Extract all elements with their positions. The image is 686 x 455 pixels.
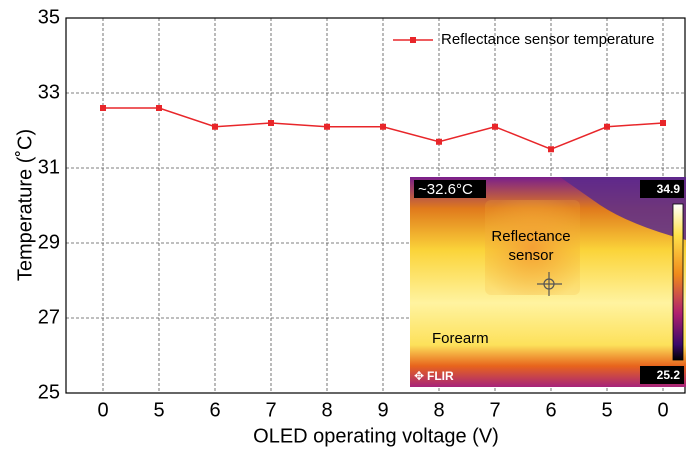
x-tick-label: 8 xyxy=(433,399,444,421)
sensor-label: sensor xyxy=(508,247,553,264)
brand: FLIR xyxy=(427,369,454,383)
x-tick-label: 7 xyxy=(489,399,500,421)
x-tick-label: 9 xyxy=(377,399,388,421)
thermal-inset: ~32.6°C 34.9 25.2 Reflectance sensor For… xyxy=(410,177,686,387)
brand-icon: ✥ xyxy=(414,369,424,383)
point xyxy=(268,120,274,126)
max-box xyxy=(640,180,684,198)
y-tick-label: 27 xyxy=(38,306,60,328)
y-tick-label: 33 xyxy=(38,81,60,103)
y-axis-label: Temperature (˚C) xyxy=(14,129,36,281)
point xyxy=(324,123,330,130)
color-bar xyxy=(672,203,684,361)
point xyxy=(100,105,106,111)
series xyxy=(100,105,666,153)
point xyxy=(604,123,610,130)
x-tick-label: 5 xyxy=(601,399,612,421)
y-tick-label: 29 xyxy=(38,231,60,253)
reading: ~32.6°C xyxy=(418,181,473,198)
x-tick-label: 5 xyxy=(153,399,164,421)
thermal-sensor-area xyxy=(485,200,580,295)
point xyxy=(156,105,162,111)
min-box xyxy=(640,366,684,384)
scale-max: 34.9 xyxy=(657,182,681,196)
legend-label: Reflectance sensor temperature xyxy=(441,31,654,48)
reading-box xyxy=(414,180,486,198)
point xyxy=(380,123,386,130)
y-tick-label: 31 xyxy=(38,156,60,178)
x-tick-label: 0 xyxy=(657,399,668,421)
scale-min: 25.2 xyxy=(657,368,681,382)
point xyxy=(436,138,442,145)
x-axis-label: OLED operating voltage (V) xyxy=(253,425,499,447)
x-tick-label: 8 xyxy=(321,399,332,421)
point xyxy=(212,123,218,130)
sensor-label: Reflectance xyxy=(491,228,570,245)
arm-label: Forearm xyxy=(432,330,489,347)
y-tick-label: 35 xyxy=(38,6,60,28)
x-tick-label: 0 xyxy=(97,399,108,421)
x-tick-label: 7 xyxy=(265,399,276,421)
x-tick-label: 6 xyxy=(209,399,220,421)
point xyxy=(548,146,554,153)
point xyxy=(660,120,666,126)
legend-marker xyxy=(410,37,416,43)
crosshair xyxy=(537,272,562,296)
point xyxy=(492,123,498,130)
x-tick-label: 6 xyxy=(545,399,556,421)
y-tick-label: 25 xyxy=(38,381,60,403)
